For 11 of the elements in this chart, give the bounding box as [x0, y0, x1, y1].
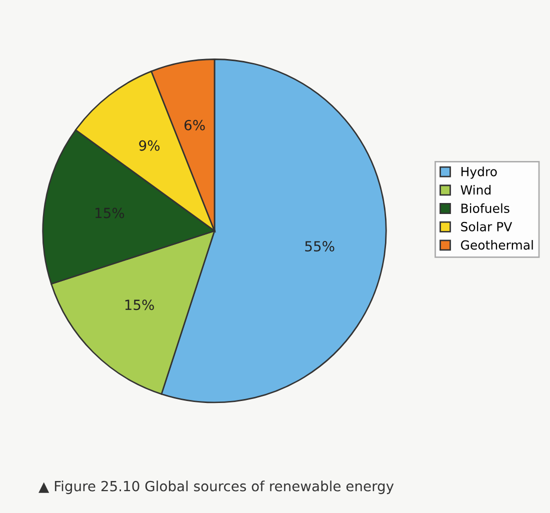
text: ▲ Figure 25.10 Global sources of renewable energy: [38, 480, 394, 494]
legend-label: Wind: [460, 185, 491, 195]
data-label: 15%: [125, 300, 154, 310]
legend-label: Biofuels: [461, 203, 510, 214]
data-label: 55%: [305, 241, 334, 252]
legend-label: Hydro: [461, 166, 497, 179]
data-label: 15%: [96, 208, 124, 218]
legend-label: Geothermal: [460, 240, 533, 250]
legend-label: Solar PV: [461, 222, 512, 232]
data-label: 6%: [184, 120, 205, 130]
data-label: 9%: [139, 140, 160, 151]
